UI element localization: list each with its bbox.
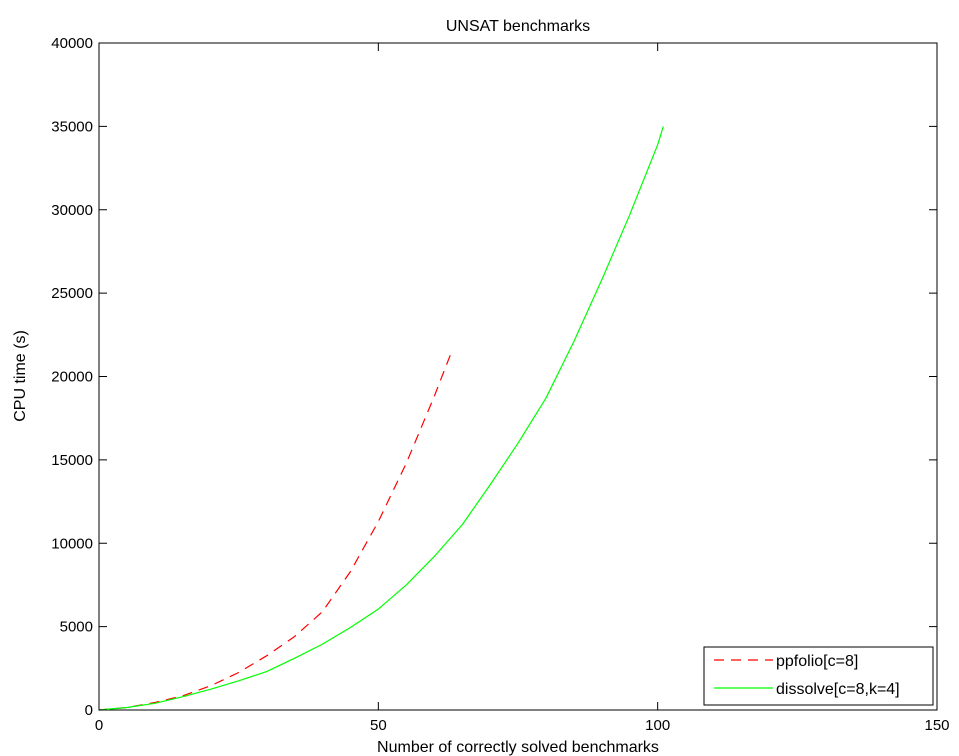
chart-title: UNSAT benchmarks <box>446 18 590 35</box>
x-axis-title: Number of correctly solved benchmarks <box>377 739 659 756</box>
series-layer <box>98 126 664 711</box>
y-tick-label: 0 <box>85 702 93 719</box>
series-line-dissolve <box>98 126 664 711</box>
legend-label-dissolve: dissolve[c=8,k=4] <box>776 681 900 698</box>
y-tick-label: 5000 <box>60 619 93 636</box>
y-tick-label: 30000 <box>51 202 93 219</box>
plot-area: 0 50 100 150 0 5000 10000 15000 20000 25000 30000 3… <box>51 35 949 734</box>
y-tick-label: 25000 <box>51 285 93 302</box>
plot-area-frame <box>98 42 938 711</box>
y-tick-label: 35000 <box>51 118 93 135</box>
x-tick-label: 0 <box>95 717 103 734</box>
legend: ppfolio[c=8] dissolve[c=8,k=4] <box>703 646 934 706</box>
legend-box <box>703 646 934 706</box>
ticks-layer: 0 50 100 150 0 5000 10000 15000 20000 25000 30000 3… <box>51 35 949 734</box>
y-tick-label: 20000 <box>51 369 93 386</box>
y-tick-label: 10000 <box>51 535 93 552</box>
y-axis-title: CPU time (s) <box>12 330 29 422</box>
y-tick-label: 40000 <box>51 35 93 52</box>
legend-label-ppfolio: ppfolio[c=8] <box>776 653 858 670</box>
x-tick-label: 150 <box>924 717 949 734</box>
y-tick-label: 15000 <box>51 452 93 469</box>
x-tick-label: 50 <box>370 717 387 734</box>
x-tick-label: 100 <box>645 717 670 734</box>
series-line-ppfolio <box>98 352 452 711</box>
